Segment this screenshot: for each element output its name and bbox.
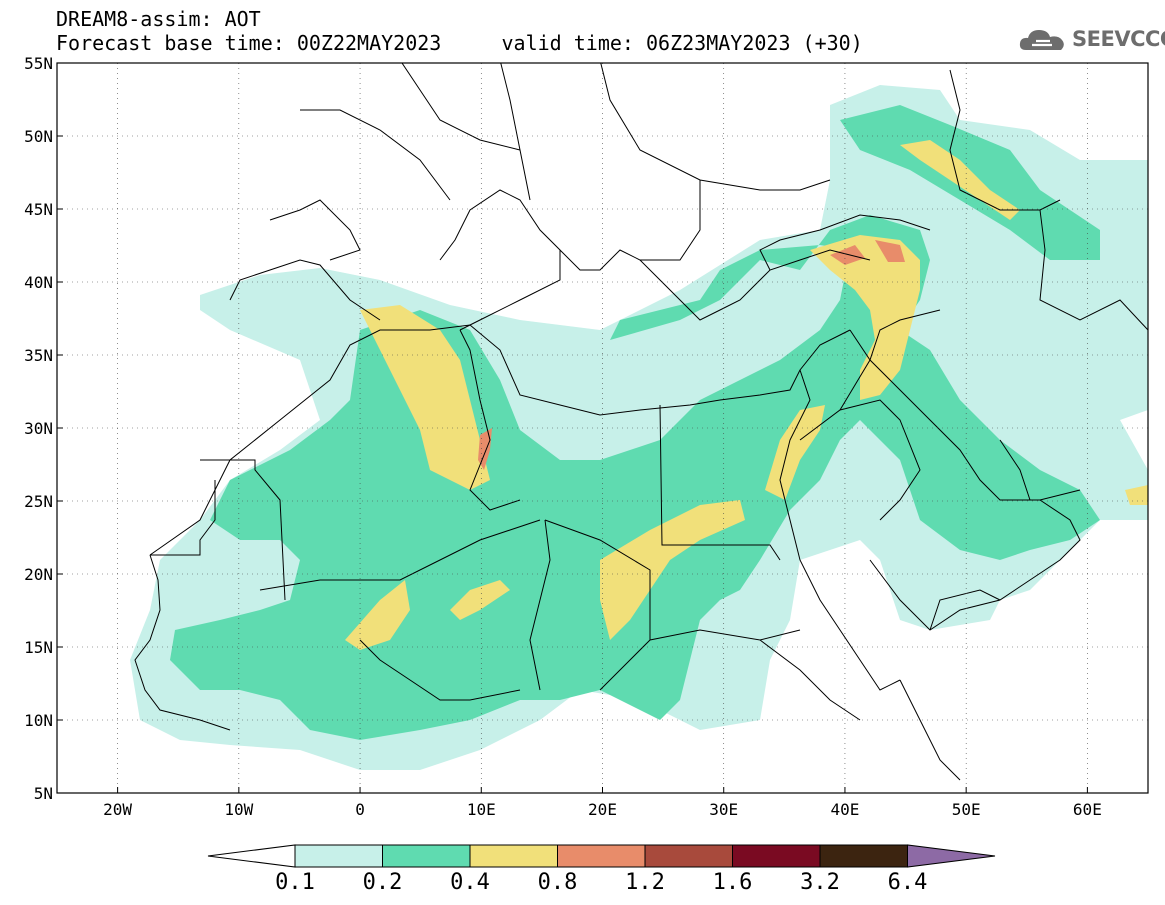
legend-label: 1.2 <box>625 870 665 895</box>
lat-tick-label: 25N <box>24 492 53 511</box>
aot-field <box>130 85 1148 770</box>
lat-tick-label: 35N <box>24 346 53 365</box>
lon-tick-label: 0 <box>355 800 365 819</box>
legend-swatch <box>557 844 646 868</box>
legend-swatch <box>469 844 558 868</box>
legend-label: 0.8 <box>538 870 578 895</box>
lat-tick-label: 15N <box>24 638 53 657</box>
legend-swatch <box>732 844 821 868</box>
lat-tick-label: 45N <box>24 200 53 219</box>
legend-swatch <box>819 844 908 868</box>
legend-swatch <box>382 844 471 868</box>
legend-over-triangle <box>907 844 996 868</box>
legend-swatch <box>294 844 383 868</box>
lat-tick-label: 30N <box>24 419 53 438</box>
lon-tick-label: 20W <box>103 800 132 819</box>
legend-label: 6.4 <box>888 870 928 895</box>
legend-label: 3.2 <box>800 870 840 895</box>
legend-label: 0.1 <box>275 870 315 895</box>
lon-tick-label: 60E <box>1073 800 1102 819</box>
forecast-time-line: Forecast base time: 00Z22MAY2023 valid t… <box>56 31 863 55</box>
aot-legend: 0.1 0.2 0.4 0.8 1.2 1.6 3.2 6.4 <box>207 844 996 895</box>
lat-tick-label: 10N <box>24 711 53 730</box>
legend-under-triangle <box>207 844 296 868</box>
lat-tick-label: 20N <box>24 565 53 584</box>
seevccc-logo: SEEVCCC <box>1018 24 1165 54</box>
lat-tick-label: 40N <box>24 273 53 292</box>
lon-tick-label: 10W <box>224 800 253 819</box>
lon-tick-label: 50E <box>952 800 981 819</box>
lon-tick-label: 10E <box>467 800 496 819</box>
legend-label: 1.6 <box>713 870 753 895</box>
legend-label: 0.2 <box>363 870 403 895</box>
longitude-labels: 20W 10W 0 10E 20E 30E 40E 50E 60E <box>103 787 1102 819</box>
legend-label: 0.4 <box>450 870 490 895</box>
lon-tick-label: 30E <box>709 800 738 819</box>
latitude-labels: 55N 50N 45N 40N 35N 30N 25N 20N 15N 10N 5N <box>24 54 63 803</box>
lat-tick-label: 55N <box>24 54 53 73</box>
lat-tick-label: 5N <box>34 784 53 803</box>
lon-tick-label: 20E <box>588 800 617 819</box>
coastlines <box>134 63 1148 781</box>
lat-tick-label: 50N <box>24 127 53 146</box>
cloud-icon <box>1019 30 1064 50</box>
logo-text: SEEVCCC <box>1072 27 1165 51</box>
lon-tick-label: 40E <box>830 800 859 819</box>
legend-swatch <box>644 844 733 868</box>
map-title: DREAM8-assim: AOT <box>56 7 261 31</box>
